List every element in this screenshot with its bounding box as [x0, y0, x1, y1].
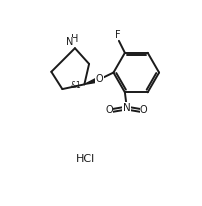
Text: H: H: [71, 34, 78, 44]
Text: N: N: [65, 37, 73, 47]
Text: N: N: [122, 103, 130, 113]
Text: O: O: [105, 105, 112, 115]
Text: O: O: [139, 105, 147, 115]
Text: HCl: HCl: [75, 154, 94, 164]
Text: &1: &1: [70, 81, 81, 90]
Text: O: O: [95, 74, 103, 84]
Polygon shape: [84, 78, 97, 84]
Text: F: F: [115, 30, 120, 40]
